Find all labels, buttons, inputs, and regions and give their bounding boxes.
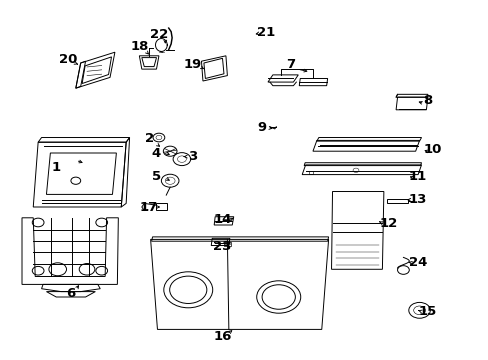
Text: 7: 7: [286, 58, 295, 71]
Text: 10: 10: [423, 143, 441, 156]
Text: 2: 2: [144, 132, 153, 145]
Text: 19: 19: [183, 58, 202, 71]
Text: 22: 22: [149, 28, 168, 41]
Text: 24: 24: [408, 256, 427, 269]
Text: 18: 18: [130, 40, 148, 53]
Text: 20: 20: [59, 53, 78, 66]
Text: 17: 17: [140, 201, 158, 213]
Text: 15: 15: [418, 305, 436, 318]
Text: 9: 9: [257, 121, 265, 134]
Text: 23: 23: [213, 240, 231, 253]
Text: 1: 1: [52, 161, 61, 174]
Text: 16: 16: [213, 330, 231, 343]
Text: 14: 14: [213, 213, 231, 226]
Text: 3: 3: [188, 150, 197, 163]
Text: 8: 8: [423, 94, 431, 107]
Text: 13: 13: [408, 193, 427, 206]
Text: 5: 5: [152, 170, 161, 183]
Bar: [224, 242, 231, 246]
Text: 6: 6: [66, 287, 75, 300]
Text: 4: 4: [152, 147, 161, 159]
Bar: [308, 171, 312, 174]
Text: 11: 11: [408, 170, 427, 183]
Text: 21: 21: [257, 26, 275, 39]
Text: 12: 12: [379, 217, 397, 230]
